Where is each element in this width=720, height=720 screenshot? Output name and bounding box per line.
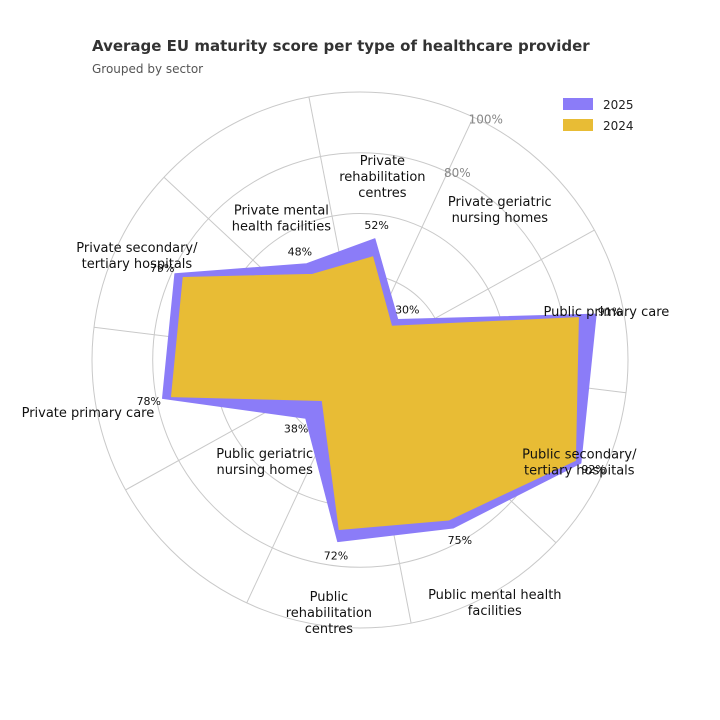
category-label-line: Private mental bbox=[234, 203, 329, 218]
value-label: 48% bbox=[288, 246, 312, 259]
category-label-line: Private geriatric bbox=[448, 195, 552, 210]
legend-swatch bbox=[563, 98, 593, 110]
legend-swatch bbox=[563, 119, 593, 131]
category-label-line: centres bbox=[305, 622, 354, 637]
value-label: 30% bbox=[395, 303, 419, 316]
chart-title: Average EU maturity score per type of he… bbox=[92, 37, 590, 55]
legend-label: 2024 bbox=[603, 119, 634, 133]
category-label-line: facilities bbox=[468, 604, 522, 619]
category-label-line: tertiary hospitals bbox=[82, 257, 193, 272]
category-label: Public mental health facilities bbox=[428, 588, 561, 619]
chart-subtitle: Grouped by sector bbox=[92, 62, 203, 76]
value-label: 75% bbox=[448, 534, 472, 547]
category-label-line: nursing homes bbox=[452, 211, 549, 226]
category-label: Private geriatric nursing homes bbox=[448, 195, 552, 226]
category-label: Private secondary/tertiary hospitals bbox=[76, 241, 198, 272]
radial-tick-label: 80% bbox=[444, 166, 471, 180]
category-label-line: Public mental health bbox=[428, 588, 561, 603]
category-label: Private mental health facilities bbox=[232, 203, 332, 234]
value-label: 52% bbox=[364, 219, 388, 232]
radial-tick-labels: 80% 100% bbox=[444, 112, 503, 180]
category-label-line: Private primary care bbox=[22, 406, 155, 421]
category-label-line: rehabilitation bbox=[339, 170, 425, 185]
category-label: Public secondary/tertiary hospitals bbox=[522, 447, 637, 478]
category-label-line: nursing homes bbox=[216, 463, 313, 478]
category-label-line: Public primary care bbox=[544, 305, 670, 320]
category-label: Private primary care bbox=[22, 406, 155, 421]
radial-tick-label: 100% bbox=[469, 112, 503, 126]
category-label-line: tertiary hospitals bbox=[524, 463, 635, 478]
category-label-line: rehabilitation bbox=[286, 606, 372, 621]
category-label: Private rehabilitation centres bbox=[339, 154, 425, 201]
legend: 2025 2024 bbox=[563, 98, 634, 133]
value-label: 38% bbox=[284, 423, 308, 436]
category-label-line: Private bbox=[360, 154, 405, 169]
category-label: Public rehabilitation centres bbox=[286, 590, 372, 637]
category-label-line: health facilities bbox=[232, 219, 332, 234]
legend-label: 2025 bbox=[603, 98, 634, 112]
value-label: 72% bbox=[324, 550, 348, 563]
radar-series bbox=[163, 239, 597, 542]
category-label: Public primary care bbox=[544, 305, 670, 320]
category-label: Public geriatric nursing homes bbox=[216, 447, 313, 478]
category-label-line: Public geriatric bbox=[216, 447, 313, 462]
category-label-line: Private secondary/ bbox=[76, 241, 198, 256]
category-label-line: centres bbox=[358, 186, 407, 201]
category-label-line: Public bbox=[310, 590, 348, 605]
category-label-line: Public secondary/ bbox=[522, 447, 637, 462]
